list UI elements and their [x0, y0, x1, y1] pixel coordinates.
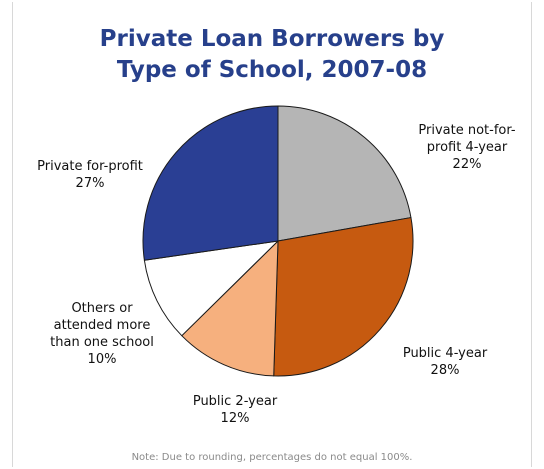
- slice-value-label: 10%: [87, 352, 117, 367]
- slice-label-private-not-for-profit: Private not-for- profit 4-year 22%: [392, 122, 542, 173]
- slice-label-line: Others or: [71, 301, 133, 316]
- pie-slice-1: [273, 217, 414, 377]
- slice-label-line: Public 4-year: [402, 346, 488, 361]
- slice-label-line: profit 4-year: [426, 140, 508, 155]
- slice-value-label: 27%: [75, 176, 105, 191]
- slice-value-label: 12%: [220, 411, 250, 426]
- slice-label-private-for-profit: Private for-profit 27%: [20, 158, 160, 192]
- chart-title: Private Loan Borrowers by Type of School…: [0, 24, 544, 86]
- pie-slice-4: [142, 105, 279, 261]
- slice-label-line: Private for-profit: [37, 159, 143, 174]
- pie-slice-2: [181, 240, 279, 377]
- slice-value-label: 28%: [430, 363, 460, 378]
- slice-value-label: 22%: [452, 157, 482, 172]
- pie-slice-3: [143, 240, 279, 337]
- slice-label-line: Public 2-year: [192, 394, 278, 409]
- chart-title-line-1: Private Loan Borrowers by: [99, 26, 445, 52]
- slice-label-line: attended more: [53, 318, 151, 333]
- slice-label-public-2-year: Public 2-year 12%: [173, 393, 297, 427]
- slice-label-line: Private not-for-: [418, 123, 516, 138]
- pie-slices: [142, 105, 414, 377]
- slice-label-line: than one school: [50, 335, 154, 350]
- slice-label-others: Others or attended more than one school …: [32, 300, 172, 368]
- chart-title-line-2: Type of School, 2007-08: [116, 57, 428, 83]
- chart-note: Note: Due to rounding, percentages do no…: [131, 452, 413, 463]
- pie-slice-0: [277, 105, 412, 242]
- slice-label-public-4-year: Public 4-year 28%: [380, 345, 510, 379]
